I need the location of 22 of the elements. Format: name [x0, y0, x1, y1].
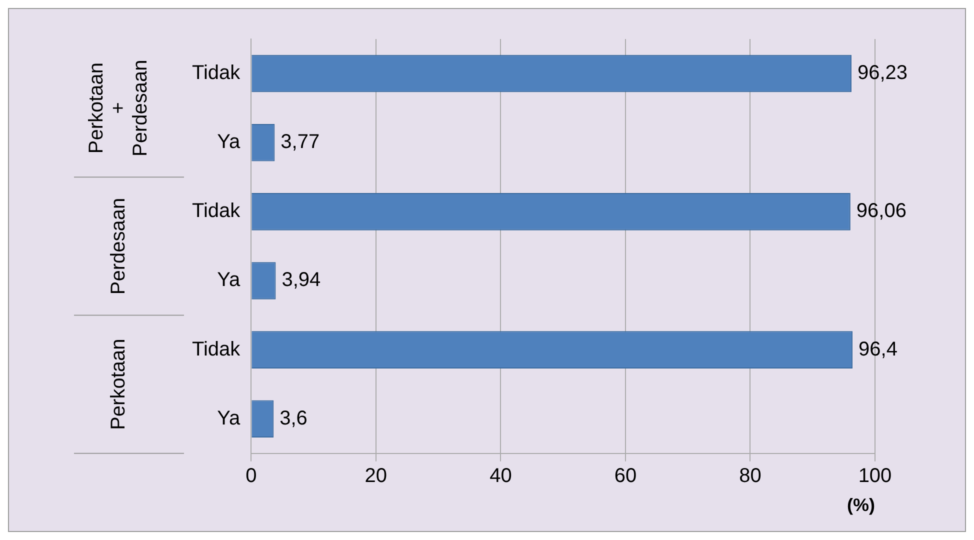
- x-tick-label: 100: [858, 464, 892, 487]
- data-label: 96,23: [857, 62, 908, 84]
- text: Perkotaan: [108, 338, 130, 430]
- y-tick-label: Ya: [217, 407, 242, 430]
- x-tick-label: 0: [246, 464, 257, 487]
- data-label: 3,6: [280, 407, 308, 430]
- x-tick-label: 40: [490, 464, 512, 487]
- y-tick-label: Ya: [217, 269, 242, 292]
- y-tick-label: Tidak: [192, 200, 242, 222]
- data-label: 3,94: [282, 269, 321, 292]
- x-tick-label: 80: [739, 464, 762, 487]
- data-label: 96,06: [856, 200, 906, 222]
- y-tick-label: Ya: [217, 131, 242, 154]
- text: Perdesaan: [108, 198, 130, 295]
- y-tick-label: Tidak: [192, 338, 242, 360]
- x-tick-label: 60: [614, 464, 637, 487]
- x-tick-label: 20: [364, 464, 388, 487]
- data-label: 3,77: [280, 131, 320, 154]
- x-axis-title: (%): [847, 495, 875, 516]
- y-tick-label: Tidak: [192, 62, 242, 84]
- data-label: 96,4: [858, 338, 898, 360]
- text: Perkotaan + Perdesaan: [86, 60, 152, 156]
